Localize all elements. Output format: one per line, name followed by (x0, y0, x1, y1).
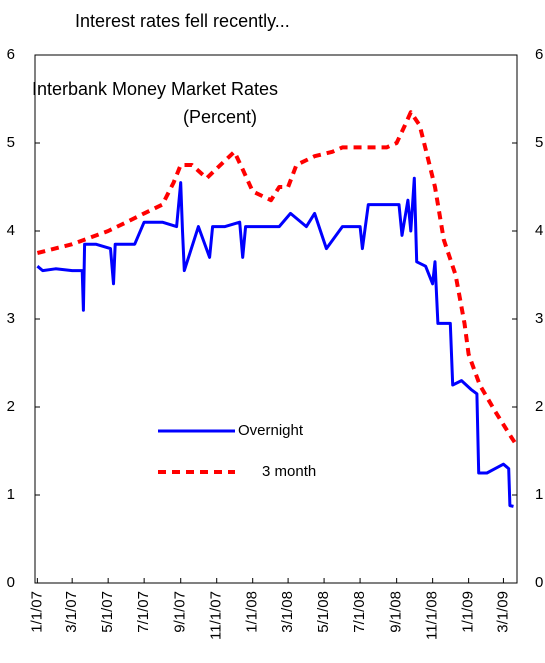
x-tick-label: 7/1/08 (351, 591, 368, 633)
y2-tick-label: 4 (535, 222, 543, 239)
y2-tick-label: 5 (535, 134, 543, 151)
y-tick-label: 3 (7, 310, 15, 327)
x-tick-label: 5/1/07 (99, 591, 116, 633)
y-tick-label: 4 (7, 222, 15, 239)
page-heading: Interest rates fell recently... (75, 11, 290, 31)
x-tick-label: 1/1/07 (28, 591, 45, 633)
y2-tick-label: 2 (535, 398, 543, 415)
y-tick-label: 0 (7, 574, 15, 591)
x-tick-label: 3/1/08 (279, 591, 296, 633)
y2-tick-label: 6 (535, 46, 543, 63)
y2-tick-label: 1 (535, 486, 543, 503)
x-tick-label: 1/1/08 (244, 591, 261, 633)
y-tick-label: 5 (7, 134, 15, 151)
chart-subtitle: (Percent) (183, 107, 257, 127)
x-tick-label: 7/1/07 (135, 591, 152, 633)
x-tick-label: 5/1/08 (315, 591, 332, 633)
x-tick-label: 11/1/08 (424, 591, 441, 640)
x-tick-label: 9/1/07 (172, 591, 189, 633)
y-tick-label: 2 (7, 398, 15, 415)
legend-label: Overnight (238, 422, 304, 439)
y2-tick-label: 3 (535, 310, 543, 327)
y-tick-label: 1 (7, 486, 15, 503)
x-tick-label: 3/1/07 (63, 591, 80, 633)
chart-title: Interbank Money Market Rates (32, 79, 278, 99)
legend-label: 3 month (262, 463, 316, 480)
x-tick-label: 9/1/08 (388, 591, 405, 633)
y2-tick-label: 0 (535, 574, 543, 591)
series-line (36, 176, 514, 508)
x-tick-label: 1/1/09 (460, 591, 477, 633)
plot-frame (34, 54, 518, 584)
series-line (36, 110, 517, 444)
x-tick-label: 3/1/09 (494, 591, 511, 633)
x-tick-label: 11/1/07 (208, 591, 225, 640)
y-tick-label: 6 (7, 46, 15, 63)
